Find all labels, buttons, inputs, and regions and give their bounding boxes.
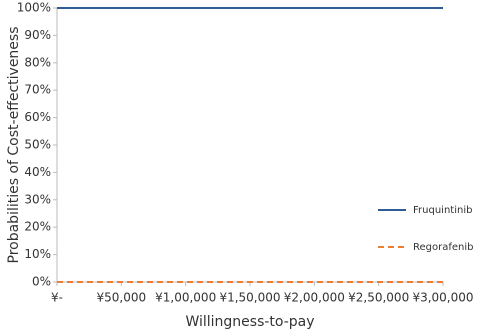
x-tick-label: ¥3,00,000 xyxy=(412,291,473,305)
y-axis-title: Probabilities of Cost-effectiveness xyxy=(6,26,22,263)
y-tick-label: 90% xyxy=(24,28,51,42)
x-tick-label: ¥1,50,000 xyxy=(219,291,280,305)
y-tick-label: 20% xyxy=(24,220,51,234)
x-tick-label: ¥- xyxy=(51,291,63,305)
x-tick-label: ¥2,00,000 xyxy=(284,291,345,305)
legend-label: Fruquintinib xyxy=(413,205,472,216)
y-tick-label: 50% xyxy=(24,138,51,152)
y-tick-label: 60% xyxy=(24,110,51,124)
x-tick-label: ¥1,00,000 xyxy=(155,291,216,305)
y-tick-label: 40% xyxy=(24,165,51,179)
x-tick-label: ¥2,50,000 xyxy=(348,291,409,305)
x-axis-title: Willingness-to-pay xyxy=(185,314,314,330)
y-tick-label: 70% xyxy=(24,83,51,97)
y-tick-label: 100% xyxy=(17,1,51,15)
y-tick-label: 80% xyxy=(24,55,51,69)
y-tick-label: 30% xyxy=(24,192,51,206)
legend-label: Regorafenib xyxy=(413,242,474,253)
y-tick-label: 0% xyxy=(32,275,51,289)
y-tick-label: 10% xyxy=(24,247,51,261)
x-tick-label: ¥50,000 xyxy=(97,291,147,305)
